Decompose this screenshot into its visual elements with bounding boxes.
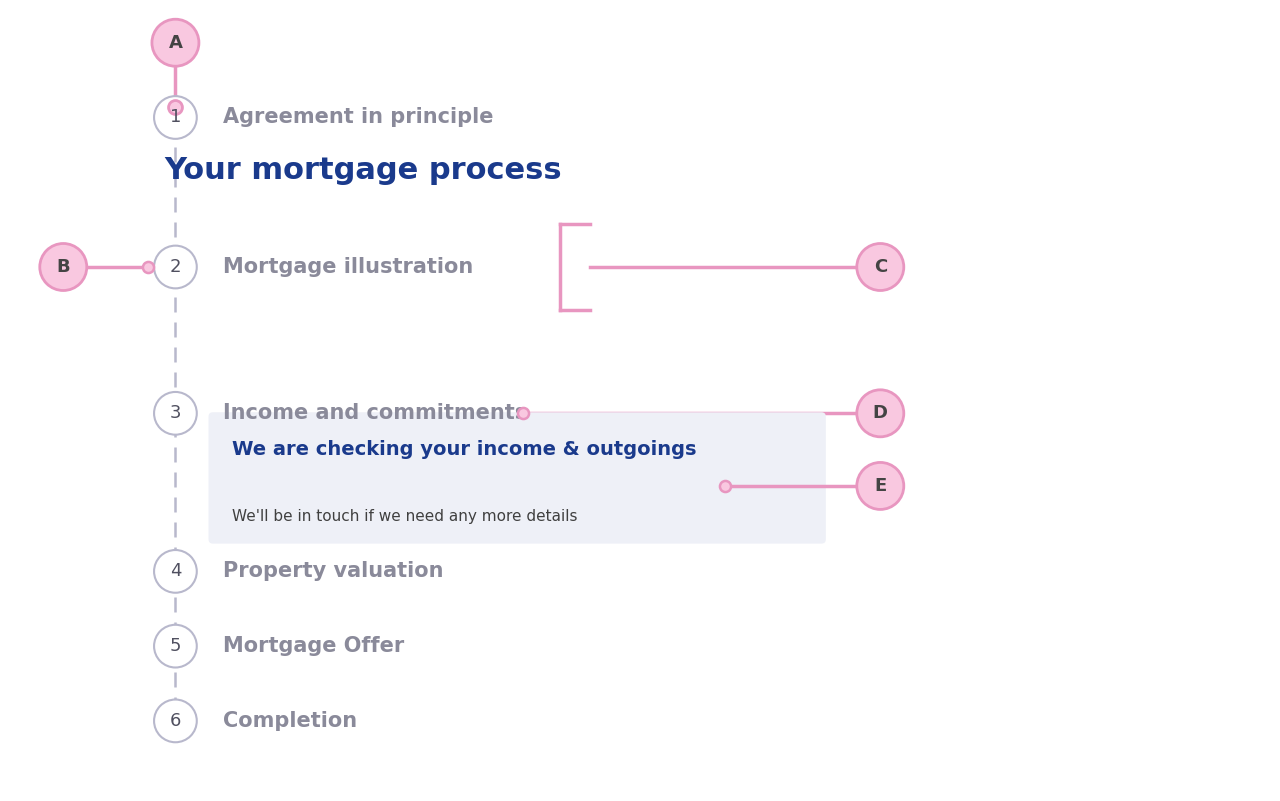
Circle shape [154,699,197,743]
Text: A: A [169,34,182,52]
Text: Income and commitments: Income and commitments [224,404,527,423]
Text: 6: 6 [170,712,180,730]
Text: Mortgage Offer: Mortgage Offer [224,636,404,656]
Text: Property valuation: Property valuation [224,562,444,582]
Text: 1: 1 [170,108,180,127]
Text: C: C [874,258,887,276]
Text: Mortgage illustration: Mortgage illustration [224,257,474,277]
Circle shape [154,625,197,667]
Text: D: D [873,405,888,422]
Text: Completion: Completion [224,711,357,731]
Text: We'll be in touch if we need any more details: We'll be in touch if we need any more de… [232,509,577,525]
Text: Agreement in principle: Agreement in principle [224,107,494,127]
Circle shape [856,462,904,509]
Text: 3: 3 [170,405,182,422]
Circle shape [154,392,197,435]
Text: 4: 4 [170,562,182,581]
Circle shape [152,19,198,66]
Circle shape [154,96,197,139]
Circle shape [154,550,197,593]
Circle shape [40,244,87,291]
Text: E: E [874,477,887,495]
Text: 2: 2 [170,258,182,276]
Text: 5: 5 [170,637,182,655]
Circle shape [154,246,197,288]
Circle shape [856,244,904,291]
Circle shape [856,390,904,437]
Text: B: B [56,258,70,276]
FancyBboxPatch shape [209,413,826,544]
Text: Your mortgage process: Your mortgage process [165,156,562,185]
Text: We are checking your income & outgoings: We are checking your income & outgoings [232,440,696,459]
